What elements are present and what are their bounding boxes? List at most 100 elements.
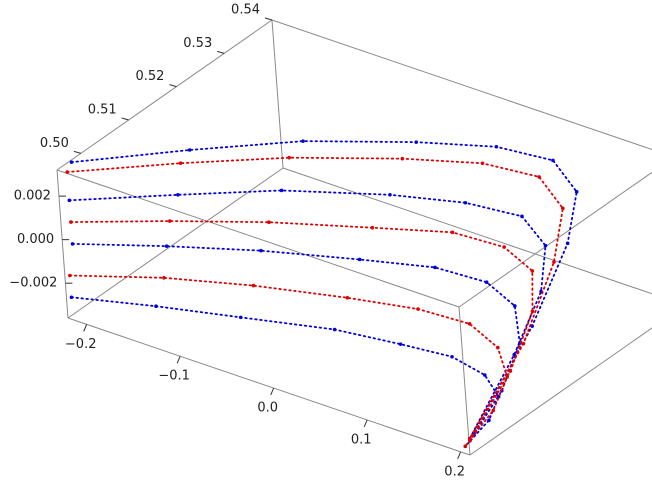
data-point <box>480 161 485 166</box>
z-tick-label: −0.002 <box>9 276 57 291</box>
data-point <box>68 273 72 278</box>
series-line <box>70 140 578 435</box>
x-tick-label: 0.2 <box>444 464 465 479</box>
box-edge <box>458 171 652 308</box>
series-line <box>70 296 500 448</box>
box-edge <box>56 169 69 319</box>
x-tick-mark <box>270 387 275 396</box>
data-point <box>482 373 487 377</box>
data-point <box>187 148 192 152</box>
z-tick-label: 0.002 <box>14 189 51 204</box>
series-line <box>68 189 547 440</box>
data-point <box>416 307 420 311</box>
data-point <box>69 160 74 164</box>
y-tick-label: 0.50 <box>40 136 69 151</box>
data-point <box>65 170 70 174</box>
data-point <box>67 198 72 203</box>
data-point <box>388 192 392 197</box>
series-line <box>70 220 534 442</box>
data-point <box>433 265 437 270</box>
data-point <box>168 219 172 223</box>
data-point <box>251 283 256 288</box>
box-edge <box>67 317 471 456</box>
data-point <box>513 304 517 308</box>
y-tick-label: 0.54 <box>231 3 260 18</box>
data-point <box>496 345 500 350</box>
data-point <box>370 225 375 230</box>
data-point <box>552 260 556 264</box>
data-point <box>162 275 166 280</box>
y-tick-mark <box>73 150 82 154</box>
y-tick-label: 0.51 <box>88 103 117 118</box>
data-point <box>530 269 535 273</box>
box-edge <box>271 19 284 169</box>
data-point <box>414 140 419 144</box>
data-point <box>551 158 555 163</box>
x-tick-label: −0.2 <box>65 337 97 352</box>
data-point <box>357 257 362 262</box>
box-edge <box>458 306 471 456</box>
data-point <box>508 369 513 373</box>
data-point <box>505 375 510 379</box>
y-tick-mark <box>217 50 225 54</box>
z-tick-label: 0.000 <box>17 232 54 247</box>
x-tick-mark <box>83 324 88 332</box>
data-point <box>398 342 403 346</box>
box-edge <box>469 327 652 456</box>
data-point <box>491 408 496 413</box>
x-tick-mark <box>176 356 181 364</box>
data-point <box>301 139 305 143</box>
data-point <box>238 315 243 320</box>
data-point <box>259 248 263 253</box>
data-point <box>484 280 489 284</box>
data-point <box>287 155 291 160</box>
data-point <box>279 188 284 193</box>
data-point <box>450 354 454 359</box>
data-point <box>70 242 75 246</box>
data-point <box>267 220 271 225</box>
box-edge <box>271 19 652 151</box>
data-point <box>176 193 180 197</box>
data-point <box>154 304 158 309</box>
x-tick-mark <box>363 419 368 428</box>
x-tick-mark <box>457 451 462 460</box>
data-point <box>502 245 506 249</box>
data-point <box>467 322 472 326</box>
series-line <box>66 156 564 440</box>
box-edge <box>56 19 273 171</box>
data-point <box>574 190 579 194</box>
y-tick-mark <box>264 17 273 21</box>
y-tick-label: 0.52 <box>135 69 164 84</box>
series-line <box>68 274 509 448</box>
data-point <box>345 295 350 300</box>
data-point <box>463 444 468 449</box>
data-point <box>537 175 541 179</box>
data-point <box>520 214 524 219</box>
x-tick-label: 0.0 <box>257 401 278 416</box>
data-point <box>164 244 169 248</box>
data-point <box>561 206 565 211</box>
data-point <box>450 230 455 235</box>
box-edge <box>56 169 460 308</box>
data-point <box>494 144 499 149</box>
data-point <box>487 418 491 423</box>
data-point <box>543 243 548 248</box>
data-point <box>565 241 570 246</box>
data-point <box>69 220 73 224</box>
box-edge <box>67 167 284 319</box>
data-point <box>463 200 468 205</box>
y-tick-mark <box>121 117 129 121</box>
x-tick-label: 0.1 <box>351 432 372 447</box>
data-point <box>178 161 183 165</box>
data-point <box>530 309 535 314</box>
y-tick-mark <box>169 84 177 88</box>
box-edge <box>282 167 652 295</box>
y-tick-label: 0.53 <box>183 36 212 51</box>
data-point <box>521 341 526 346</box>
x-tick-label: −0.1 <box>158 369 190 384</box>
data-point <box>332 327 337 332</box>
data-point <box>400 156 405 161</box>
data-point <box>69 295 74 300</box>
